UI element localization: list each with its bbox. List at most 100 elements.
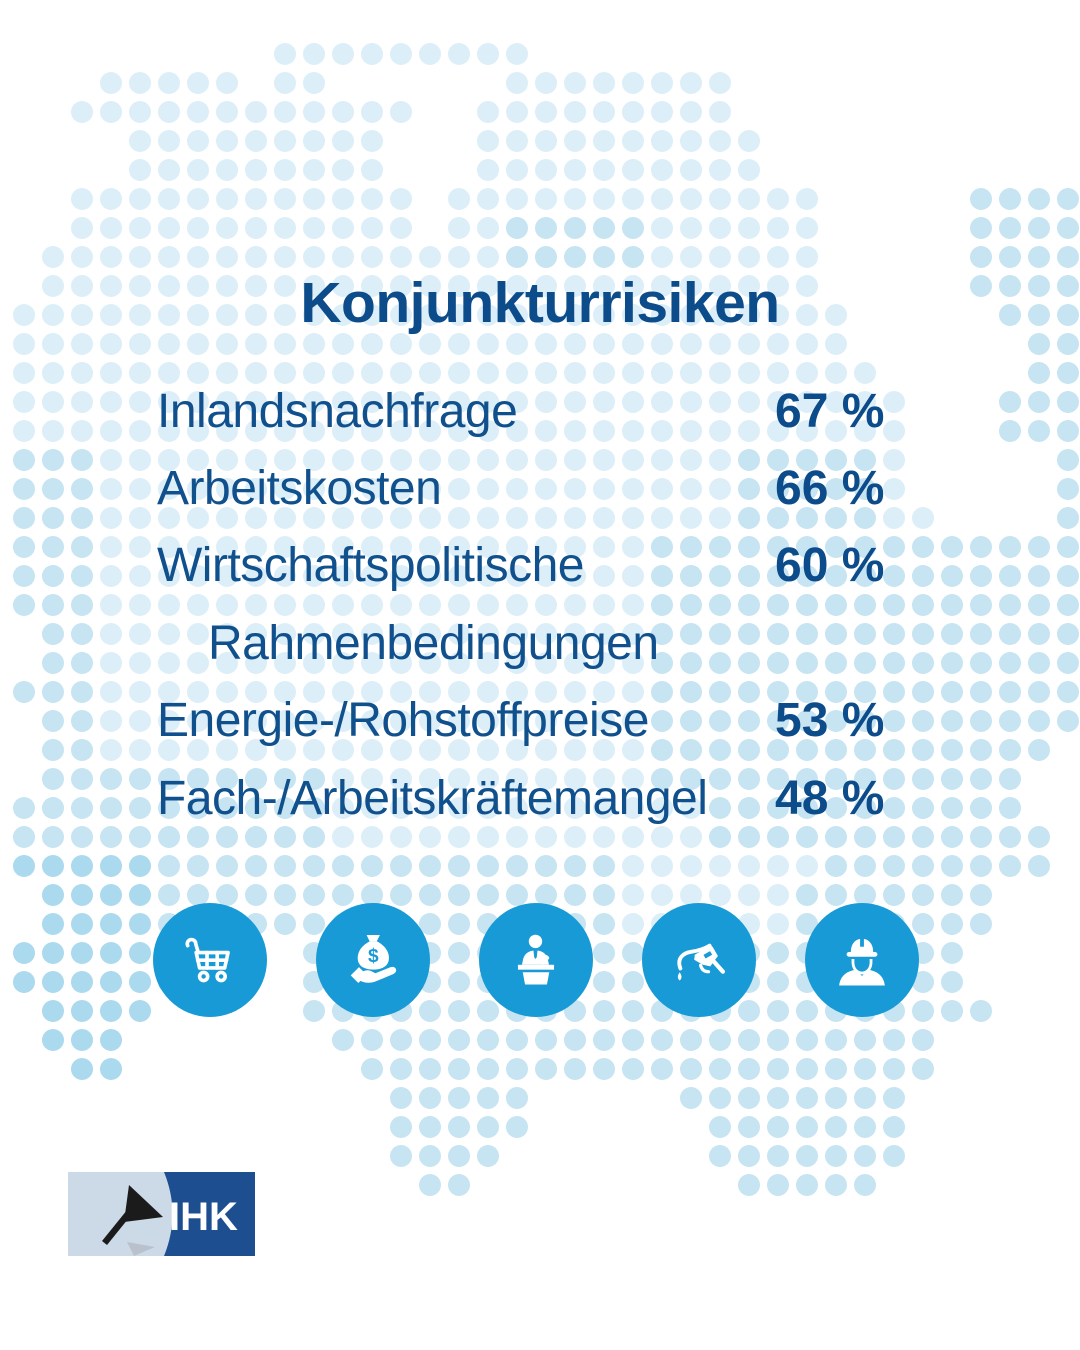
map-dot: [303, 101, 325, 123]
map-dot: [651, 72, 673, 94]
map-dot: [709, 855, 731, 877]
map-dot: [158, 797, 180, 819]
map-dot: [854, 507, 876, 529]
map-dot: [622, 1058, 644, 1080]
map-dot: [1057, 710, 1079, 732]
map-dot: [767, 1174, 789, 1196]
map-dot: [477, 739, 499, 761]
map-dot: [158, 884, 180, 906]
map-dot: [303, 536, 325, 558]
map-dot: [767, 710, 789, 732]
map-dot: [709, 275, 731, 297]
map-dot: [303, 188, 325, 210]
map-dot: [390, 884, 412, 906]
map-dot: [883, 1087, 905, 1109]
map-dot: [71, 855, 93, 877]
map-dot: [912, 1000, 934, 1022]
map-dot: [332, 739, 354, 761]
map-dot: [42, 1000, 64, 1022]
map-dot: [361, 768, 383, 790]
map-dot: [796, 1174, 818, 1196]
map-dot: [564, 536, 586, 558]
map-dot: [13, 420, 35, 442]
map-dot: [303, 478, 325, 500]
map-dot: [42, 652, 64, 674]
flag-icon: [124, 1185, 163, 1222]
map-dot: [970, 594, 992, 616]
map-dot: [535, 304, 557, 326]
map-dot: [100, 768, 122, 790]
map-dot: [129, 623, 151, 645]
map-dot: [303, 246, 325, 268]
map-dot: [390, 1058, 412, 1080]
map-dot: [738, 478, 760, 500]
fuel-nozzle-icon: [642, 903, 756, 1017]
map-dot: [129, 72, 151, 94]
map-dot: [651, 159, 673, 181]
map-dot: [564, 768, 586, 790]
map-dot: [361, 826, 383, 848]
map-dot: [448, 449, 470, 471]
map-dot: [332, 710, 354, 732]
map-dot: [71, 739, 93, 761]
map-dot: [13, 304, 35, 326]
map-dot: [593, 913, 615, 935]
map-dot: [622, 275, 644, 297]
map-dot: [419, 710, 441, 732]
map-dot: [332, 826, 354, 848]
map-dot: [361, 275, 383, 297]
map-dot: [854, 797, 876, 819]
map-dot: [912, 623, 934, 645]
map-dot: [448, 507, 470, 529]
map-dot: [100, 536, 122, 558]
map-dot: [274, 594, 296, 616]
map-dot: [506, 565, 528, 587]
map-dot: [854, 594, 876, 616]
map-dot: [361, 681, 383, 703]
map-dot: [970, 536, 992, 558]
map-dot: [477, 594, 499, 616]
map-dot: [419, 391, 441, 413]
map-dot: [477, 217, 499, 239]
map-dot: [883, 768, 905, 790]
map-dot: [71, 188, 93, 210]
map-dot: [245, 565, 267, 587]
map-dot: [361, 449, 383, 471]
map-dot: [42, 507, 64, 529]
map-dot: [13, 449, 35, 471]
map-dot: [651, 1029, 673, 1051]
map-dot: [825, 565, 847, 587]
map-dot: [767, 884, 789, 906]
map-dot: [187, 652, 209, 674]
map-dot: [245, 710, 267, 732]
map-dot: [303, 623, 325, 645]
map-dot: [825, 1145, 847, 1167]
map-dot: [100, 217, 122, 239]
map-dot: [419, 1087, 441, 1109]
map-dot: [448, 739, 470, 761]
map-dot: [970, 913, 992, 935]
map-dot: [274, 826, 296, 848]
map-dot: [13, 797, 35, 819]
map-dot: [158, 652, 180, 674]
map-dot: [477, 1116, 499, 1138]
map-dot: [448, 536, 470, 558]
map-dot: [187, 362, 209, 384]
map-dot: [390, 652, 412, 674]
ihk-logo: IHK: [68, 1172, 255, 1256]
map-dot: [245, 739, 267, 761]
map-dot: [187, 797, 209, 819]
map-dot: [680, 101, 702, 123]
map-dot: [767, 188, 789, 210]
map-dot: [361, 797, 383, 819]
map-dot: [303, 304, 325, 326]
map-dot: [593, 333, 615, 355]
map-dot: [13, 855, 35, 877]
map-dot: [825, 362, 847, 384]
map-dot: [245, 188, 267, 210]
map-dot: [912, 710, 934, 732]
map-dot: [593, 159, 615, 181]
map-dot: [419, 507, 441, 529]
map-dot: [680, 681, 702, 703]
map-dot: [187, 304, 209, 326]
